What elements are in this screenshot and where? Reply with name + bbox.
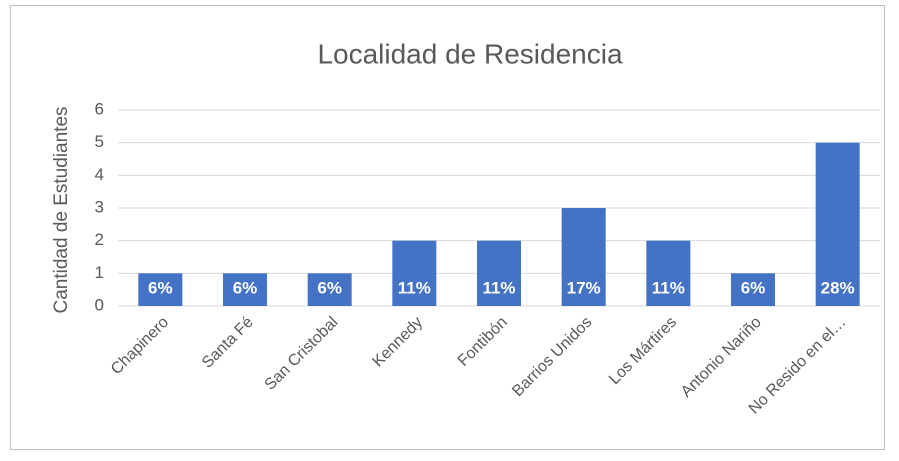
y-tick-label: 2 [95,230,104,249]
chart-border [10,5,885,450]
chart-title: Localidad de Residencia [317,38,623,69]
data-label: 17% [567,278,601,297]
bar [477,240,521,306]
data-label: 11% [482,278,515,297]
data-label: 6% [148,278,173,297]
bar [646,240,691,306]
y-tick-label: 4 [95,165,104,184]
y-tick-label: 5 [95,132,104,151]
data-label: 6% [317,278,342,297]
bar [561,208,606,306]
bar [307,273,352,306]
y-tick-label: 0 [95,295,104,314]
data-label: 6% [233,278,258,297]
bar [392,240,437,306]
bar [731,273,775,306]
data-label: 11% [652,278,685,297]
y-tick-label: 6 [95,99,104,118]
bar [815,142,860,306]
bar [223,273,267,306]
y-axis-title: Cantidad de Estudiantes [51,106,72,313]
y-tick-label: 1 [95,263,104,282]
data-label: 6% [741,278,766,297]
y-tick-label: 3 [95,197,104,216]
data-label: 28% [821,278,855,297]
bar [138,273,183,306]
data-label: 11% [398,278,431,297]
